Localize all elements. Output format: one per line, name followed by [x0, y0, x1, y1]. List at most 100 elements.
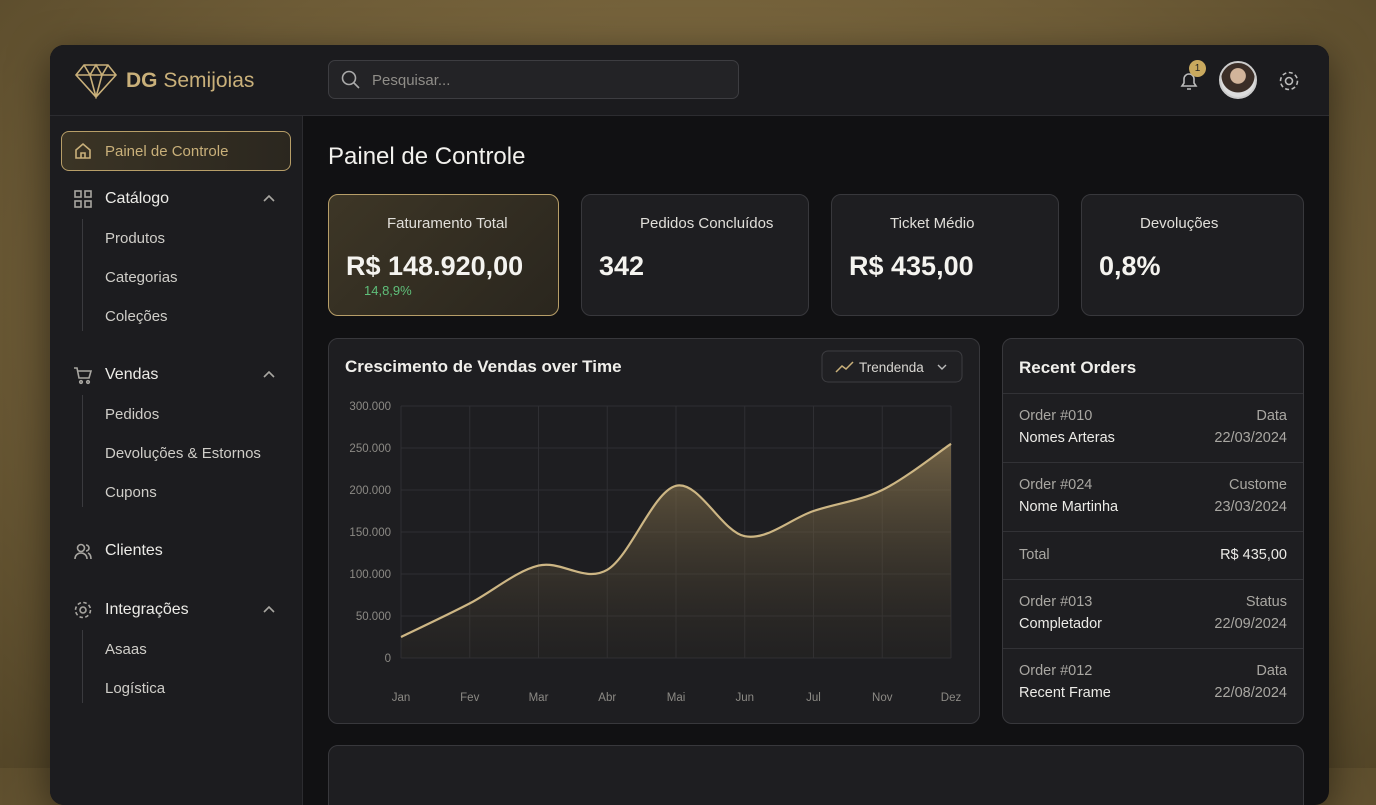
- orders-card: Recent Orders Order #010 Data Nomes Artera…: [1002, 338, 1304, 724]
- nav-chevron: [263, 370, 275, 378]
- order-cell: Status: [1245, 594, 1287, 610]
- order-cell: 23/03/2024: [1214, 499, 1287, 515]
- chart-control[interactable]: [821, 350, 963, 383]
- trend-icon: [835, 361, 854, 373]
- chart-control-label: Trendenda: [859, 360, 924, 375]
- nav-icon: [74, 367, 93, 385]
- nav-item[interactable]: Coleções: [105, 308, 168, 325]
- nav-group[interactable]: Catálogo: [105, 190, 170, 207]
- order-row[interactable]: Order #024 Custome Nome Martinha 23/03/2024: [1003, 462, 1303, 531]
- bottom-card: [328, 745, 1304, 805]
- brand: DG Semijoias: [126, 69, 254, 93]
- y-tick-label: 50.000: [356, 611, 391, 623]
- kpi-change: 14,8,9%: [364, 283, 412, 298]
- order-cell: Order #024: [1019, 477, 1093, 493]
- nav-active[interactable]: Painel de Controle: [61, 131, 291, 171]
- kpi-value: R$ 435,00: [849, 251, 974, 281]
- notification-badge: 1: [1189, 60, 1206, 77]
- chart-card: Crescimento de Vendas over Time Trendend…: [328, 338, 980, 724]
- y-tick-label: 250.000: [349, 443, 391, 455]
- nav-icon: [74, 543, 92, 560]
- page-title: Painel de Controle: [328, 143, 526, 170]
- order-cell: Completador: [1019, 616, 1103, 632]
- x-tick-label: Fev: [460, 692, 479, 704]
- x-tick-label: Jun: [735, 692, 754, 704]
- kpi-label: Ticket Médio: [890, 215, 975, 232]
- order-cell: Order #012: [1019, 663, 1093, 679]
- chart-title: Crescimento de Vendas over Time: [345, 357, 622, 376]
- order-cell: Data: [1256, 663, 1287, 679]
- settings-icon[interactable]: [1277, 69, 1301, 93]
- series-line: [400, 442, 952, 638]
- order-cell: Custome: [1228, 477, 1287, 493]
- orders-title: Recent Orders: [1019, 358, 1137, 377]
- order-row[interactable]: Order #012 Data Recent Frame 22/08/2024: [1003, 648, 1303, 717]
- x-tick-label: Jul: [806, 692, 821, 704]
- order-cell: Nome Martinha: [1019, 499, 1119, 515]
- brand-bold: DG: [126, 69, 158, 92]
- kpi-value: 0,8%: [1099, 251, 1161, 281]
- order-cell: Recent Frame: [1019, 685, 1111, 701]
- dropdown-chevron: [937, 364, 947, 370]
- nav-group[interactable]: Vendas: [105, 366, 159, 383]
- nav-item[interactable]: Devoluções & Estornos: [105, 445, 261, 462]
- nav-label: Painel de Controle: [105, 143, 229, 160]
- search-placeholder: Pesquisar...: [372, 72, 451, 89]
- order-cell: Data: [1256, 408, 1287, 424]
- home-icon: [75, 142, 91, 159]
- search-icon: [341, 70, 360, 89]
- app-window: DG Semijoias Pesquisar... 1 Painel de Co…: [50, 45, 1329, 805]
- nav-item[interactable]: Produtos: [105, 230, 166, 247]
- order-cell: 22/09/2024: [1214, 616, 1287, 632]
- search-box[interactable]: Pesquisar...: [328, 60, 739, 99]
- nav-tree-line: [82, 219, 83, 331]
- nav-item[interactable]: Categorias: [105, 269, 178, 286]
- nav-item[interactable]: Cupons: [105, 484, 157, 501]
- order-row[interactable]: Total R$ 435,00: [1003, 531, 1303, 579]
- nav-tree-line: [82, 630, 83, 703]
- x-tick-label: Mar: [529, 692, 549, 704]
- nav-chevron: [263, 194, 275, 202]
- nav-item[interactable]: Asaas: [105, 641, 147, 658]
- order-row[interactable]: Order #013 Status Completador 22/09/2024: [1003, 579, 1303, 648]
- kpi-label: Devoluções: [1140, 215, 1219, 232]
- nav-item[interactable]: Logística: [105, 680, 166, 697]
- kpi-card: Pedidos Concluídos 342: [581, 194, 809, 316]
- order-cell: Nomes Arteras: [1019, 430, 1115, 446]
- nav-group[interactable]: Integrações: [105, 601, 189, 618]
- order-cell: Order #013: [1019, 594, 1093, 610]
- series-area: [401, 443, 951, 658]
- sidebar: Painel de Controle Catálogo Produtos Categ…: [50, 116, 303, 805]
- avatar[interactable]: [1219, 61, 1257, 99]
- y-tick-label: 200.000: [349, 485, 391, 497]
- nav-tree-line: [82, 395, 83, 507]
- brand-name: Semijoias: [163, 69, 255, 92]
- kpi-value: 342: [599, 251, 645, 281]
- chart: Crescimento de Vendas over Time Trendend…: [345, 350, 963, 704]
- kpi-value: R$ 148.920,00: [346, 251, 524, 281]
- order-cell: Total: [1019, 547, 1050, 563]
- nav-icon: [74, 190, 92, 208]
- nav-icon: [74, 601, 92, 619]
- x-tick-label: Nov: [872, 692, 893, 704]
- nav-group[interactable]: Clientes: [105, 542, 163, 559]
- kpi-label: Faturamento Total: [387, 215, 508, 232]
- kpi-label: Pedidos Concluídos: [640, 215, 774, 232]
- order-cell: 22/03/2024: [1214, 430, 1287, 446]
- bell-icon[interactable]: [1177, 69, 1201, 93]
- y-tick-label: 0: [385, 653, 391, 665]
- x-tick-label: Abr: [598, 692, 616, 704]
- order-cell: 22/08/2024: [1214, 685, 1287, 701]
- x-tick-label: Jan: [392, 692, 411, 704]
- nav-chevron: [263, 605, 275, 613]
- order-cell: R$ 435,00: [1220, 547, 1287, 563]
- order-row[interactable]: Order #010 Data Nomes Arteras 22/03/2024: [1003, 393, 1303, 462]
- y-tick-label: 300.000: [349, 401, 391, 413]
- y-tick-label: 150.000: [349, 527, 391, 539]
- kpi-card: Faturamento Total R$ 148.920,00 14,8,9%: [328, 194, 559, 316]
- logo-icon: [74, 63, 118, 99]
- header: DG Semijoias Pesquisar... 1: [50, 45, 1329, 116]
- kpi-card: Devoluções 0,8%: [1081, 194, 1304, 316]
- nav-item[interactable]: Pedidos: [105, 406, 160, 423]
